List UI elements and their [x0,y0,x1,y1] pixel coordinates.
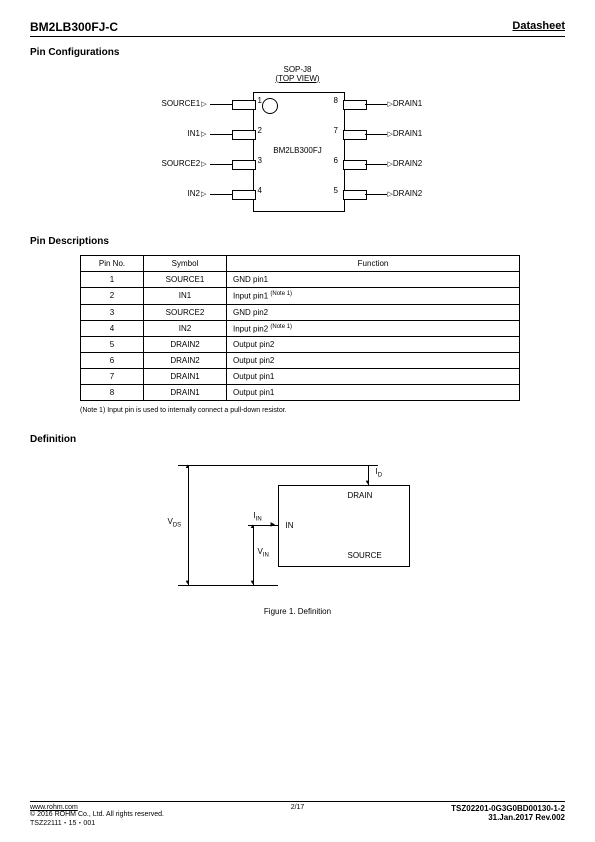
pin-label: IN1 [188,129,207,138]
pin-label: DRAIN2 [387,189,423,198]
table-row: 1SOURCE1GND pin1 [81,272,520,288]
pin-label: DRAIN2 [387,159,423,168]
table-header: Function [227,256,520,272]
pin-wire [365,104,387,105]
pin-number: 4 [258,186,262,195]
chip-name: BM2LB300FJ [253,146,343,155]
device-box [278,485,410,567]
pin-wire [210,134,232,135]
pin-number: 8 [334,96,338,105]
vds-label: VDS [168,517,182,529]
pin-lead [343,160,367,170]
figure-caption: Figure 1. Definition [138,607,458,616]
pin-lead [232,130,256,140]
in-label: IN [286,521,294,530]
pin-wire [365,164,387,165]
table-row: 5DRAIN2Output pin2 [81,337,520,353]
pin-label: IN2 [188,189,207,198]
source-label: SOURCE [348,551,382,560]
pin-lead [232,190,256,200]
table-row: 3SOURCE2GND pin2 [81,304,520,320]
pin-description-table: Pin No. Symbol Function 1SOURCE1GND pin1… [80,255,520,401]
pin-label: DRAIN1 [387,99,423,108]
pin-wire [210,194,232,195]
table-row: 2IN1Input pin1 (Note 1) [81,288,520,305]
pin-wire [210,104,232,105]
pin-wire [365,134,387,135]
pin-number: 1 [258,96,262,105]
pin-lead [232,100,256,110]
section-pinconfig: Pin Configurations [30,47,565,58]
part-number: BM2LB300FJ-C [30,20,118,34]
pin-label: SOURCE1 [162,99,207,108]
page-header: BM2LB300FJ-C Datasheet [30,20,565,37]
vin-label: VIN [258,547,269,559]
id-label: ID [376,467,383,479]
pin-lead [343,130,367,140]
pin-lead [232,160,256,170]
doc-type: Datasheet [512,20,565,34]
pin-number: 2 [258,126,262,135]
pin-number: 6 [334,156,338,165]
section-definition: Definition [30,434,565,445]
pin-number: 3 [258,156,262,165]
pin1-marker [262,98,278,114]
pin-configuration-diagram: SOP-J8 (TOP VIEW) BM2LB300FJ SOURCE1 1 I… [148,66,448,226]
pin-number: 5 [334,186,338,195]
table-row: 4IN2Input pin2 (Note 1) [81,320,520,337]
definition-diagram: VDS DRAIN IN SOURCE ID IIN VIN Figure 1.… [138,455,458,625]
pin-label: DRAIN1 [387,129,423,138]
pin-wire [210,164,232,165]
pin-label: SOURCE2 [162,159,207,168]
table-header: Pin No. [81,256,144,272]
pin-number: 7 [334,126,338,135]
page-footer: www.rohm.com © 2016 ROHM Co., Ltd. All r… [30,801,565,828]
footer-left: www.rohm.com © 2016 ROHM Co., Ltd. All r… [30,804,164,828]
table-row: 7DRAIN1Output pin1 [81,369,520,385]
table-header: Symbol [144,256,227,272]
note-1: (Note 1) Input pin is used to internally… [80,407,565,414]
page-number: 2/17 [291,804,305,811]
footer-right: TSZ02201-0G3G0BD00130-1-2 31.Jan.2017 Re… [451,804,565,822]
drain-label: DRAIN [348,491,373,500]
package-label: SOP-J8 (TOP VIEW) [275,66,319,84]
table-row: 6DRAIN2Output pin2 [81,353,520,369]
pin-lead [343,190,367,200]
pin-wire [365,194,387,195]
table-row: 8DRAIN1Output pin1 [81,385,520,401]
pin-lead [343,100,367,110]
section-pindesc: Pin Descriptions [30,236,565,247]
